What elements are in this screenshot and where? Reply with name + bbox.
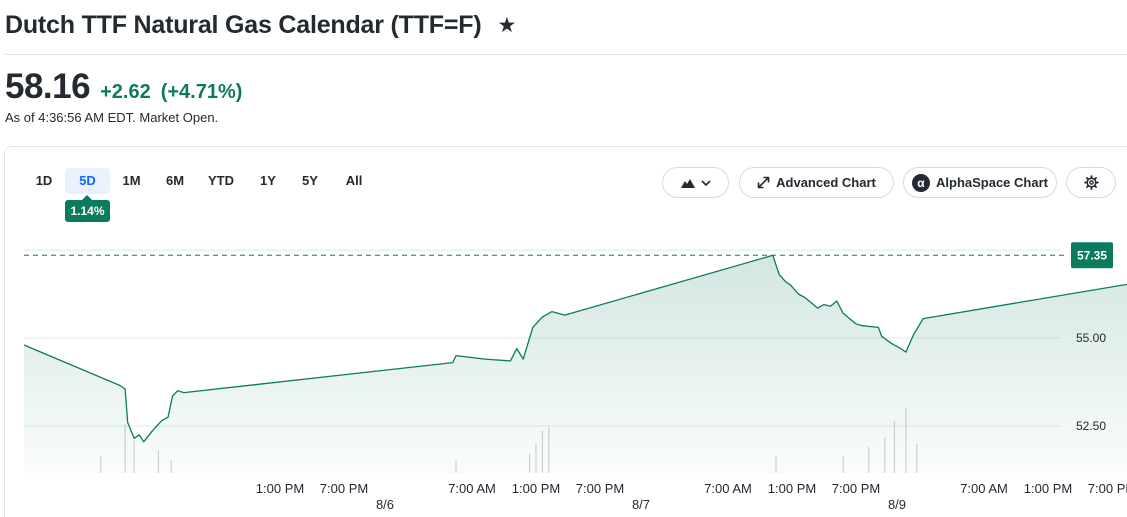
range-1m[interactable]: 1M xyxy=(122,173,141,188)
price-row: 58.16 +2.62 (+4.71%) xyxy=(5,67,242,107)
quote-header: Dutch TTF Natural Gas Calendar (TTF=F) ★ xyxy=(5,6,516,44)
range-5d[interactable]: 5D xyxy=(65,168,110,194)
price-change: +2.62 xyxy=(100,81,151,103)
range-6m[interactable]: 6M xyxy=(165,173,185,188)
gear-icon xyxy=(1083,175,1099,190)
x-tick-label: 7:00 PM xyxy=(1088,481,1127,496)
x-tick-label: 7:00 AM xyxy=(704,481,752,496)
advanced-chart-button[interactable]: Advanced Chart xyxy=(739,167,894,198)
x-tick-label: 1:00 PM xyxy=(256,481,304,496)
advanced-chart-label: Advanced Chart xyxy=(776,175,876,190)
x-tick-label: 1:00 PM xyxy=(768,481,816,496)
range-1y[interactable]: 1Y xyxy=(260,173,276,188)
chevron-down-icon xyxy=(700,179,711,186)
alphaspace-logo-icon: α xyxy=(912,173,930,192)
chart-card xyxy=(4,146,1127,517)
date-label: 8/7 xyxy=(632,497,650,512)
reference-price-label: 57.35 xyxy=(1077,248,1107,262)
price-line[interactable] xyxy=(23,232,1127,443)
x-tick-label: 1:00 PM xyxy=(1024,481,1072,496)
tooltip-caret xyxy=(82,195,92,200)
current-price: 58.16 xyxy=(5,67,91,106)
x-tick-label: 7:00 PM xyxy=(832,481,880,496)
expand-icon xyxy=(757,176,770,189)
settings-button[interactable] xyxy=(1066,167,1116,198)
y-tick-label: 55.00 xyxy=(1076,331,1106,345)
x-tick-label: 7:00 AM xyxy=(960,481,1008,496)
reference-label-bg xyxy=(1071,242,1113,269)
range-ytd[interactable]: YTD xyxy=(208,173,234,188)
x-tick-label: 1:00 PM xyxy=(512,481,560,496)
star-icon[interactable]: ★ xyxy=(497,13,517,37)
price-area-fill xyxy=(24,255,1127,473)
x-tick-label: 7:00 AM xyxy=(448,481,496,496)
range-change-badge: 1.14% xyxy=(65,200,110,222)
date-label: 8/9 xyxy=(888,497,906,512)
market-status: As of 4:36:56 AM EDT. Market Open. xyxy=(5,110,219,125)
chart-type-button[interactable] xyxy=(662,167,729,198)
y-tick-label: 52.50 xyxy=(1076,419,1106,433)
range-all[interactable]: All xyxy=(345,173,363,188)
page-title: Dutch TTF Natural Gas Calendar (TTF=F) xyxy=(5,10,482,39)
alphaspace-chart-button[interactable]: α AlphaSpace Chart xyxy=(903,167,1057,198)
date-label: 8/6 xyxy=(376,497,394,512)
price-change-percent: (+4.71%) xyxy=(160,81,243,103)
x-tick-label: 7:00 PM xyxy=(576,481,624,496)
x-tick-label: 7:00 PM xyxy=(320,481,368,496)
range-selector: 1D 5D 1M 6M YTD 1Y 5Y All xyxy=(25,168,378,194)
alphaspace-chart-label: AlphaSpace Chart xyxy=(936,175,1048,190)
range-1d[interactable]: 1D xyxy=(35,173,53,188)
range-5y[interactable]: 5Y xyxy=(302,173,318,188)
header-divider xyxy=(4,54,1127,55)
mountain-chart-icon xyxy=(680,178,695,188)
